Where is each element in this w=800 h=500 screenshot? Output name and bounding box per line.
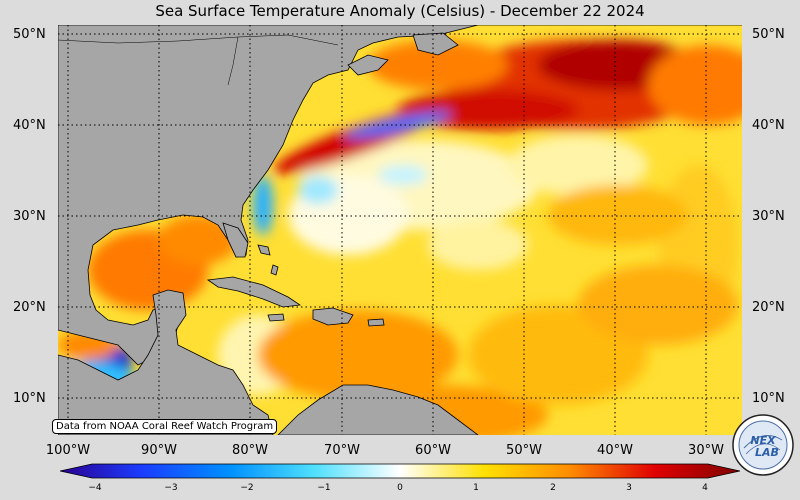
lon-label-50w: 50°W bbox=[506, 443, 542, 458]
logo-text-lab: LAB bbox=[755, 446, 779, 459]
lon-label-100w: 100°W bbox=[45, 443, 91, 458]
colorbar-tick-neg2: −2 bbox=[240, 483, 254, 493]
colorbar-tick-1: 1 bbox=[473, 483, 479, 493]
colorbar-tick-neg1: −1 bbox=[317, 483, 331, 493]
lon-label-90w: 90°W bbox=[141, 443, 177, 458]
anomaly-field bbox=[58, 40, 742, 435]
sst-anomaly-map bbox=[58, 25, 742, 435]
colorbar bbox=[60, 463, 740, 479]
colorbar-tick-4: 4 bbox=[702, 483, 708, 493]
colorbar-tick-2: 2 bbox=[550, 483, 556, 493]
lon-label-30w: 30°W bbox=[688, 443, 724, 458]
lat-label-10n-right: 10°N bbox=[752, 391, 785, 406]
lat-label-30n-right: 30°N bbox=[752, 209, 785, 224]
lat-label-50n-right: 50°N bbox=[752, 27, 785, 42]
lat-label-40n-right: 40°N bbox=[752, 118, 785, 133]
lon-label-80w: 80°W bbox=[232, 443, 268, 458]
lon-label-40w: 40°W bbox=[597, 443, 633, 458]
colorbar-tick-neg3: −3 bbox=[164, 483, 178, 493]
lat-label-10n-left: 10°N bbox=[13, 391, 46, 406]
lat-label-50n-left: 50°N bbox=[13, 27, 46, 42]
lon-label-60w: 60°W bbox=[415, 443, 451, 458]
logo-text: NEX bbox=[750, 434, 776, 447]
map-title: Sea Surface Temperature Anomaly (Celsius… bbox=[155, 2, 645, 20]
borders bbox=[58, 34, 339, 86]
graticule bbox=[58, 25, 742, 435]
lat-label-20n-left: 20°N bbox=[13, 300, 46, 315]
lat-label-30n-left: 30°N bbox=[13, 209, 46, 224]
lat-label-40n-left: 40°N bbox=[13, 118, 46, 133]
lat-label-20n-right: 20°N bbox=[752, 300, 785, 315]
colorbar-tick-neg4: −4 bbox=[88, 483, 102, 493]
nexlab-logo: NEX LAB bbox=[732, 414, 794, 476]
colorbar-tick-3: 3 bbox=[626, 483, 632, 493]
colorbar-tick-0: 0 bbox=[397, 483, 403, 493]
lon-label-70w: 70°W bbox=[324, 443, 360, 458]
data-credit-box: Data from NOAA Coral Reef Watch Program bbox=[52, 419, 278, 434]
